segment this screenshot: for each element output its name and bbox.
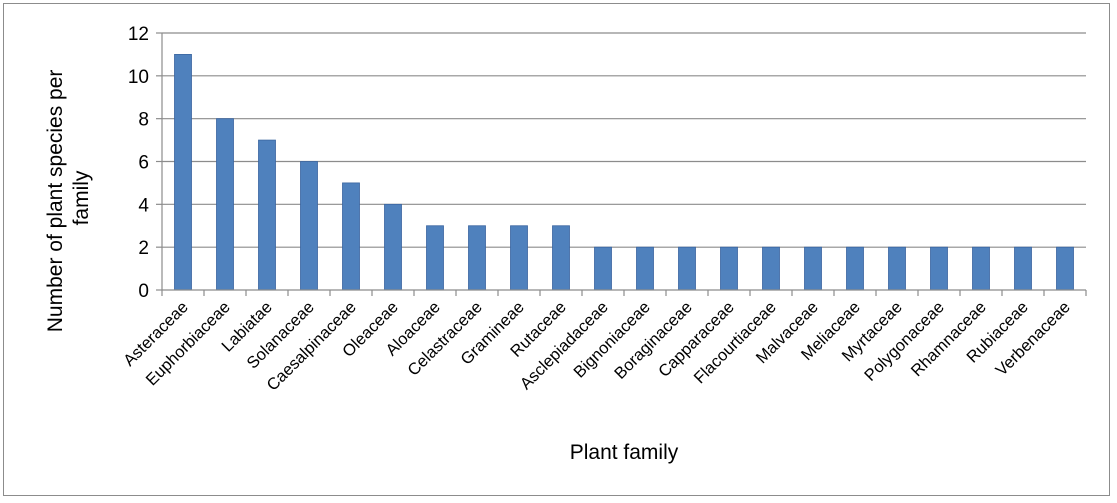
bar-celastraceae — [468, 225, 486, 291]
y-tick-label: 8 — [138, 110, 149, 131]
bar-rubiaceae — [1014, 246, 1032, 291]
bar-rhamnaceae — [972, 246, 990, 291]
y-tick-label: 4 — [138, 195, 149, 216]
bar-oleaceae — [384, 203, 402, 291]
bar-gramineae — [510, 225, 528, 291]
bar-meliaceae — [846, 246, 864, 291]
bar-solanaceae — [300, 161, 318, 291]
y-axis-title-line-2: family — [70, 170, 93, 225]
bars — [174, 54, 1074, 291]
bar-malvaceae — [804, 246, 822, 291]
y-tick-label: 0 — [138, 281, 149, 302]
bar-rutaceae — [552, 225, 570, 291]
bar-asteraceae — [174, 54, 192, 291]
bar-capparaceae — [720, 246, 738, 291]
y-tick-label: 12 — [128, 24, 149, 45]
y-tick-label: 2 — [138, 238, 149, 259]
y-tick-label: 6 — [138, 153, 149, 174]
bar-flacourtiaceae — [762, 246, 780, 291]
y-tick-labels: 0 2 4 6 8 10 12 — [128, 24, 150, 302]
bar-aloaceae — [426, 225, 444, 291]
bar-myrtaceae — [888, 246, 906, 291]
y-tick-label: 10 — [128, 67, 149, 88]
bar-euphorbiaceae — [216, 118, 234, 291]
x-axis-title: Plant family — [570, 441, 679, 464]
y-axis-title-line-1: Number of plant species per — [44, 70, 67, 333]
bar-polygonaceae — [930, 246, 948, 291]
bar-boraginaceae — [678, 246, 696, 291]
bar-bignoniaceae — [636, 246, 654, 291]
x-tick-labels: AsteraceaeEuphorbiaceaeLabiataeSolanacea… — [120, 298, 1074, 394]
bar-labiatae — [258, 139, 276, 291]
y-axis-title: Number of plant species per family — [44, 64, 93, 332]
bar-asclepiadaceae — [594, 246, 612, 291]
x-tick-label: Verbenaceae — [992, 298, 1074, 380]
axes — [156, 32, 1087, 296]
bar-verbenaceae — [1056, 246, 1074, 291]
bar-caesalpinaceae — [342, 182, 360, 291]
